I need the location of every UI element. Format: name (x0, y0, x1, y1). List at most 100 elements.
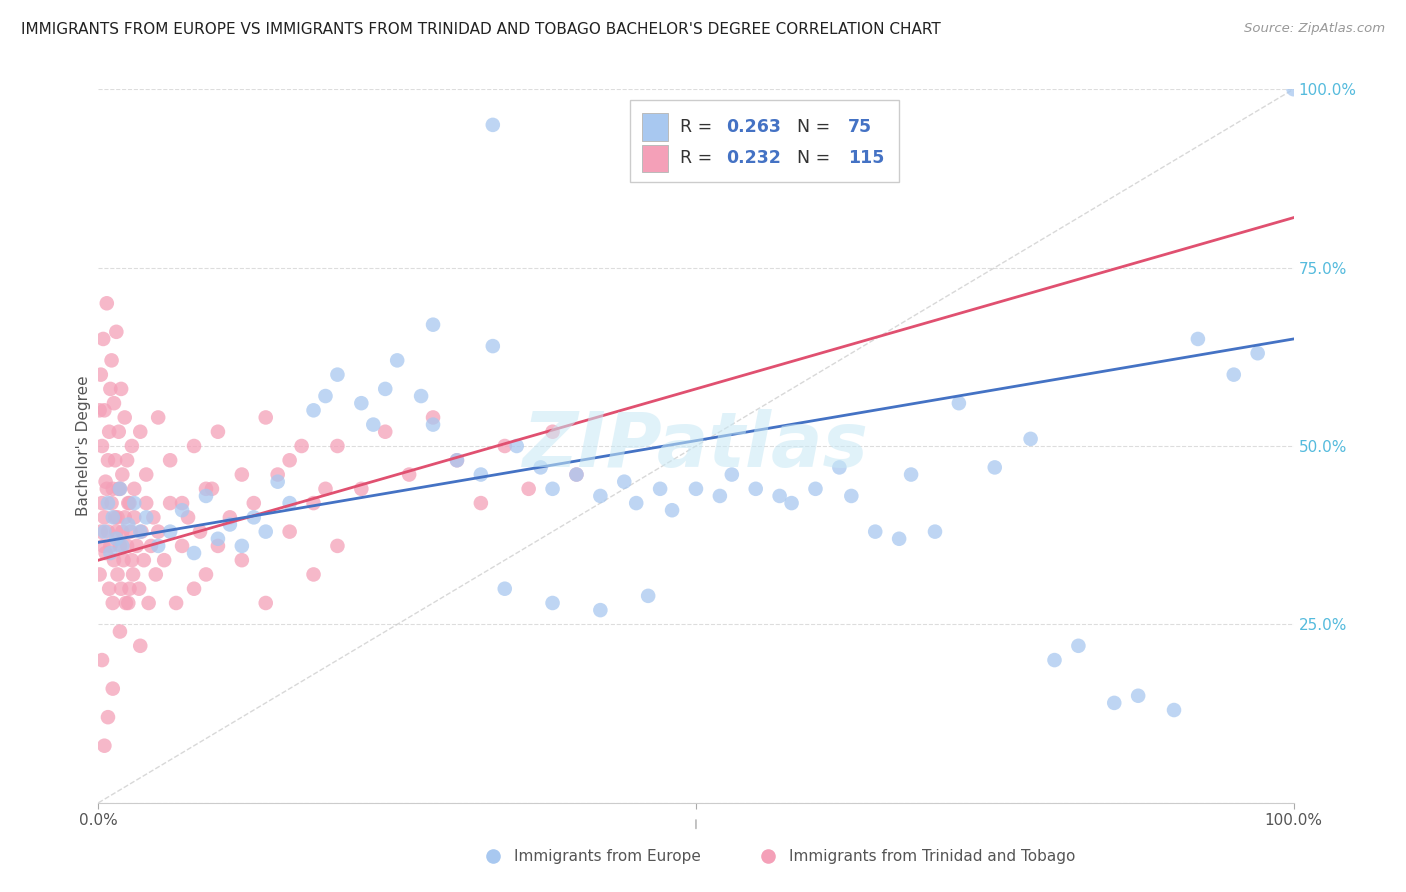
Point (104, 453, 127, 467)
Point (481, 118, 505, 132)
Point (93, 403, 115, 417)
Point (756, 849, 779, 863)
Point (183, 439, 205, 453)
Point (139, 539, 162, 553)
Point (589, 603, 612, 617)
Point (201, 482, 224, 496)
Point (1223, 368, 1246, 382)
Text: IMMIGRANTS FROM EUROPE VS IMMIGRANTS FROM TRINIDAD AND TOBAGO BACHELOR'S DEGREE : IMMIGRANTS FROM EUROPE VS IMMIGRANTS FRO… (21, 22, 941, 37)
Point (780, 496, 803, 510)
FancyBboxPatch shape (643, 145, 668, 172)
Point (1067, 639, 1090, 653)
Point (315, 482, 337, 496)
Point (494, 439, 516, 453)
Point (188, 524, 211, 539)
Text: ZIPatlas: ZIPatlas (523, 409, 869, 483)
Point (481, 339, 505, 353)
Point (183, 582, 205, 596)
Point (159, 496, 181, 510)
Point (494, 582, 516, 596)
Point (506, 439, 529, 453)
Point (541, 482, 564, 496)
Point (302, 403, 325, 417)
Point (172, 496, 194, 510)
Point (103, 396, 125, 410)
Point (124, 510, 146, 524)
Point (96, 482, 118, 496)
Point (626, 496, 648, 510)
Point (231, 553, 253, 567)
Point (1128, 689, 1150, 703)
Point (745, 482, 768, 496)
Point (100, 496, 122, 510)
Point (105, 532, 128, 546)
Point (91, 653, 114, 667)
Point (114, 410, 136, 425)
Point (183, 546, 205, 560)
Point (107, 510, 129, 524)
Point (105, 325, 128, 339)
Point (565, 467, 588, 482)
Point (107, 425, 129, 439)
Point (302, 496, 325, 510)
Point (132, 553, 155, 567)
Point (565, 467, 588, 482)
Point (129, 524, 152, 539)
Point (1043, 653, 1066, 667)
Point (108, 539, 131, 553)
Point (98, 425, 121, 439)
Point (422, 318, 444, 332)
Point (128, 582, 150, 596)
FancyBboxPatch shape (643, 113, 668, 141)
Point (159, 453, 181, 467)
Point (278, 524, 301, 539)
Point (302, 567, 325, 582)
Point (768, 489, 790, 503)
Point (254, 524, 277, 539)
Point (1019, 432, 1042, 446)
Point (108, 482, 131, 496)
Point (93, 739, 115, 753)
Point (804, 482, 827, 496)
Point (948, 396, 970, 410)
Point (841, 489, 863, 503)
Point (219, 510, 242, 524)
Point (97, 710, 120, 724)
Point (661, 503, 683, 517)
Point (481, 849, 505, 863)
Point (129, 639, 152, 653)
Point (111, 467, 134, 482)
Point (1163, 703, 1185, 717)
Point (541, 596, 564, 610)
Point (243, 510, 266, 524)
Point (101, 596, 124, 610)
Point (111, 539, 134, 553)
Point (91, 439, 114, 453)
Point (98, 382, 122, 396)
Text: 75: 75 (848, 118, 872, 136)
Point (101, 510, 124, 524)
Point (148, 539, 170, 553)
Point (117, 517, 139, 532)
Point (315, 389, 337, 403)
Point (124, 482, 146, 496)
Point (530, 460, 553, 475)
Point (172, 539, 194, 553)
Text: N =: N = (786, 150, 835, 168)
Point (385, 353, 409, 368)
Point (94, 546, 117, 560)
Point (1187, 332, 1209, 346)
Point (195, 567, 218, 582)
Point (118, 582, 141, 596)
Point (1282, 82, 1305, 96)
Point (326, 539, 349, 553)
Y-axis label: Bachelor's Degree: Bachelor's Degree (76, 376, 91, 516)
Point (422, 417, 444, 432)
Point (267, 475, 290, 489)
Point (326, 439, 349, 453)
Point (121, 439, 143, 453)
Point (90, 524, 112, 539)
Point (541, 425, 564, 439)
Text: 0.263: 0.263 (725, 118, 780, 136)
Text: R =: R = (681, 118, 718, 136)
